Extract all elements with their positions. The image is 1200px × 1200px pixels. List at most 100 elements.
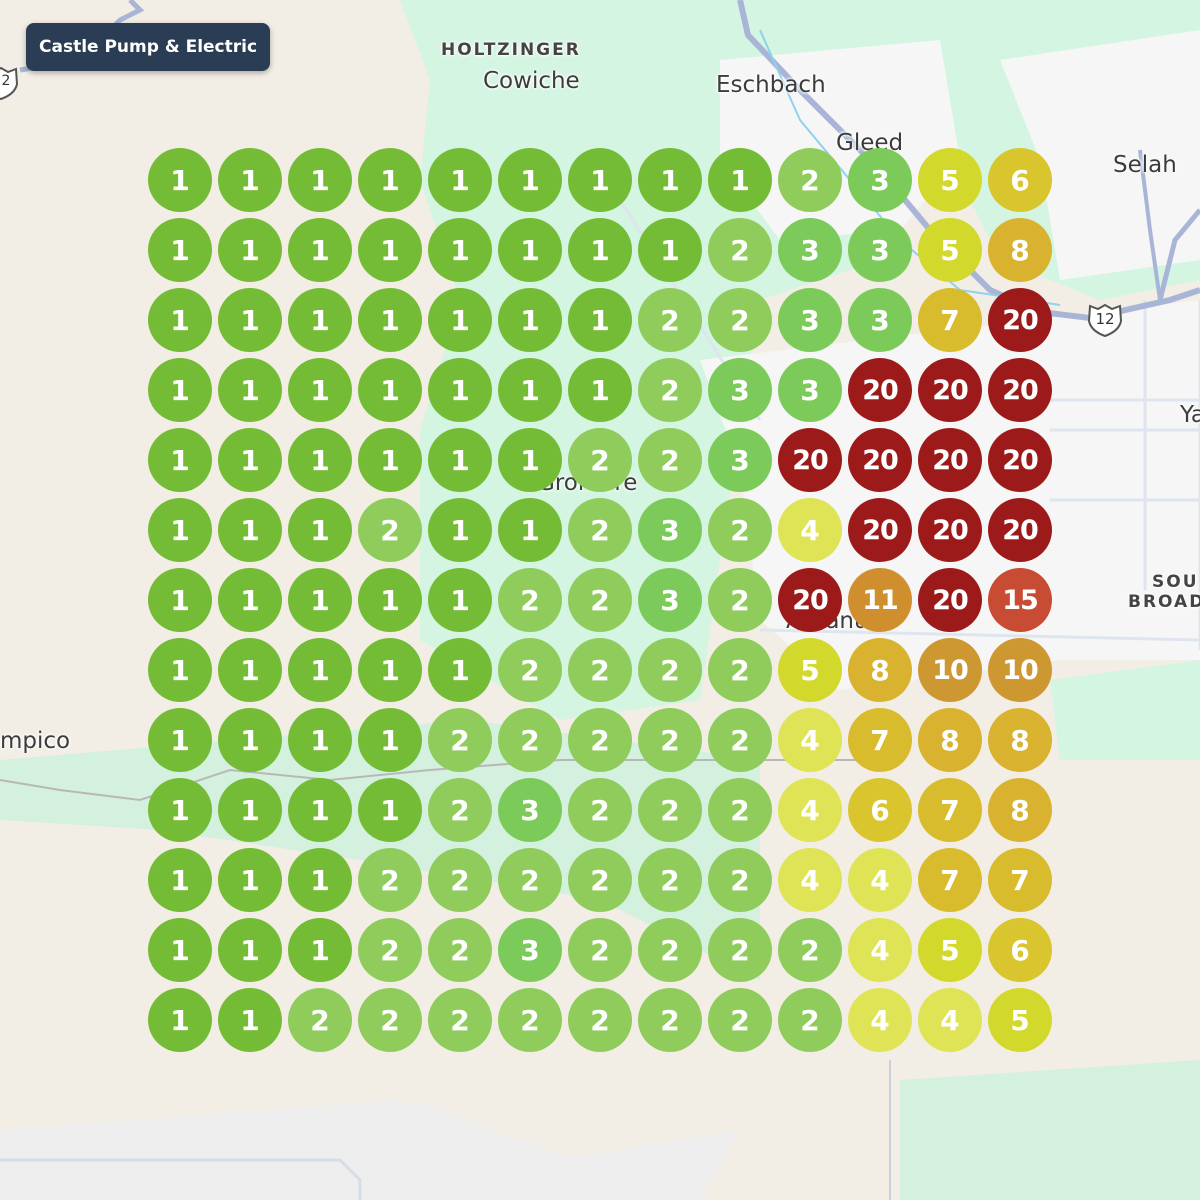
- rank-marker[interactable]: 1: [218, 358, 282, 422]
- rank-marker[interactable]: 1: [358, 638, 422, 702]
- rank-marker[interactable]: 1: [148, 708, 212, 772]
- rank-marker[interactable]: 2: [568, 428, 632, 492]
- rank-marker[interactable]: 1: [148, 848, 212, 912]
- rank-marker[interactable]: 2: [428, 708, 492, 772]
- rank-marker[interactable]: 8: [988, 708, 1052, 772]
- rank-marker[interactable]: 1: [638, 148, 702, 212]
- rank-marker[interactable]: 1: [428, 148, 492, 212]
- rank-marker[interactable]: 2: [638, 918, 702, 982]
- rank-marker[interactable]: 20: [778, 568, 842, 632]
- rank-marker[interactable]: 20: [848, 498, 912, 562]
- rank-marker[interactable]: 2: [428, 918, 492, 982]
- rank-marker[interactable]: 1: [148, 148, 212, 212]
- rank-marker[interactable]: 1: [568, 358, 632, 422]
- rank-marker[interactable]: 3: [638, 498, 702, 562]
- rank-marker[interactable]: 1: [218, 498, 282, 562]
- rank-marker[interactable]: 1: [218, 708, 282, 772]
- rank-marker[interactable]: 2: [778, 148, 842, 212]
- rank-marker[interactable]: 7: [918, 288, 982, 352]
- rank-marker[interactable]: 2: [568, 848, 632, 912]
- rank-marker[interactable]: 2: [498, 708, 562, 772]
- rank-marker[interactable]: 6: [988, 148, 1052, 212]
- rank-marker[interactable]: 1: [148, 358, 212, 422]
- rank-marker[interactable]: 1: [288, 778, 352, 842]
- rank-marker[interactable]: 2: [708, 848, 772, 912]
- rank-marker[interactable]: 2: [708, 218, 772, 282]
- rank-marker[interactable]: 20: [988, 358, 1052, 422]
- rank-marker[interactable]: 3: [848, 288, 912, 352]
- rank-marker[interactable]: 1: [148, 568, 212, 632]
- rank-marker[interactable]: 1: [148, 918, 212, 982]
- rank-marker[interactable]: 2: [638, 708, 702, 772]
- rank-marker[interactable]: 1: [148, 988, 212, 1052]
- rank-marker[interactable]: 20: [778, 428, 842, 492]
- rank-marker[interactable]: 2: [358, 848, 422, 912]
- rank-marker[interactable]: 2: [498, 568, 562, 632]
- rank-marker[interactable]: 1: [358, 428, 422, 492]
- rank-marker[interactable]: 1: [428, 218, 492, 282]
- rank-marker[interactable]: 2: [568, 918, 632, 982]
- rank-marker[interactable]: 1: [148, 428, 212, 492]
- rank-marker[interactable]: 10: [918, 638, 982, 702]
- rank-marker[interactable]: 2: [638, 358, 702, 422]
- rank-marker[interactable]: 2: [638, 778, 702, 842]
- rank-marker[interactable]: 2: [638, 848, 702, 912]
- rank-marker[interactable]: 1: [148, 638, 212, 702]
- rank-marker[interactable]: 2: [568, 988, 632, 1052]
- rank-marker[interactable]: 1: [358, 708, 422, 772]
- rank-marker[interactable]: 4: [778, 778, 842, 842]
- rank-marker[interactable]: 4: [778, 708, 842, 772]
- rank-marker[interactable]: 1: [498, 148, 562, 212]
- rank-marker[interactable]: 7: [988, 848, 1052, 912]
- rank-marker[interactable]: 2: [708, 498, 772, 562]
- rank-marker[interactable]: 1: [288, 638, 352, 702]
- rank-marker[interactable]: 1: [288, 848, 352, 912]
- rank-marker[interactable]: 1: [498, 428, 562, 492]
- rank-marker[interactable]: 1: [498, 498, 562, 562]
- rank-marker[interactable]: 20: [918, 568, 982, 632]
- rank-marker[interactable]: 2: [708, 778, 772, 842]
- rank-marker[interactable]: 2: [568, 568, 632, 632]
- rank-marker[interactable]: 2: [428, 848, 492, 912]
- rank-marker[interactable]: 7: [918, 848, 982, 912]
- rank-marker[interactable]: 5: [918, 218, 982, 282]
- rank-marker[interactable]: 1: [428, 498, 492, 562]
- rank-marker[interactable]: 2: [498, 988, 562, 1052]
- rank-marker[interactable]: 3: [638, 568, 702, 632]
- rank-marker[interactable]: 1: [568, 288, 632, 352]
- rank-marker[interactable]: 4: [778, 848, 842, 912]
- rank-marker[interactable]: 4: [848, 848, 912, 912]
- rank-marker[interactable]: 1: [358, 778, 422, 842]
- rank-marker[interactable]: 1: [218, 568, 282, 632]
- rank-marker[interactable]: 5: [918, 918, 982, 982]
- rank-marker[interactable]: 1: [358, 148, 422, 212]
- rank-marker[interactable]: 3: [778, 288, 842, 352]
- rank-marker[interactable]: 10: [988, 638, 1052, 702]
- rank-marker[interactable]: 2: [358, 498, 422, 562]
- rank-marker[interactable]: 11: [848, 568, 912, 632]
- rank-marker[interactable]: 2: [778, 918, 842, 982]
- rank-marker[interactable]: 2: [708, 988, 772, 1052]
- rank-marker[interactable]: 2: [288, 988, 352, 1052]
- rank-marker[interactable]: 2: [708, 708, 772, 772]
- rank-marker[interactable]: 20: [918, 358, 982, 422]
- rank-marker[interactable]: 2: [568, 708, 632, 772]
- rank-marker[interactable]: 1: [358, 568, 422, 632]
- rank-marker[interactable]: 20: [918, 498, 982, 562]
- rank-marker[interactable]: 6: [848, 778, 912, 842]
- rank-marker[interactable]: 20: [918, 428, 982, 492]
- rank-marker[interactable]: 20: [988, 498, 1052, 562]
- rank-marker[interactable]: 1: [218, 778, 282, 842]
- rank-marker[interactable]: 20: [988, 428, 1052, 492]
- rank-marker[interactable]: 1: [218, 918, 282, 982]
- rank-marker[interactable]: 1: [218, 148, 282, 212]
- rank-marker[interactable]: 3: [778, 358, 842, 422]
- rank-marker[interactable]: 1: [148, 778, 212, 842]
- rank-marker[interactable]: 2: [778, 988, 842, 1052]
- rank-marker[interactable]: 1: [288, 568, 352, 632]
- rank-marker[interactable]: 1: [148, 498, 212, 562]
- rank-marker[interactable]: 3: [708, 428, 772, 492]
- rank-marker[interactable]: 1: [288, 358, 352, 422]
- rank-marker[interactable]: 5: [918, 148, 982, 212]
- rank-marker[interactable]: 8: [848, 638, 912, 702]
